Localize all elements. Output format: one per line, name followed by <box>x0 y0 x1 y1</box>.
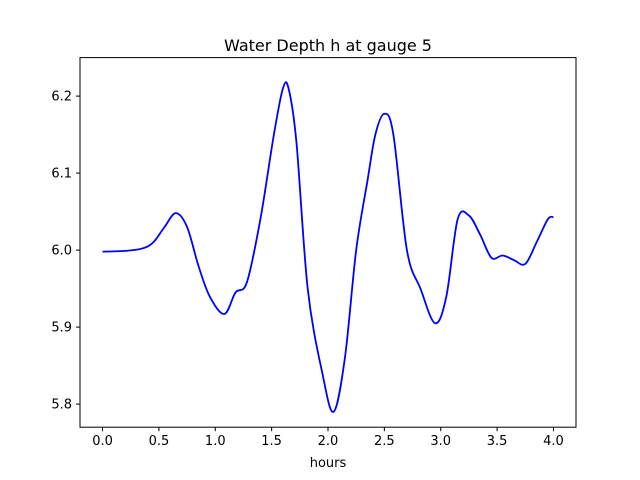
x-tick-label: 0.0 <box>92 434 113 449</box>
x-tick-label: 4.0 <box>543 434 564 449</box>
x-tick-label: 3.5 <box>487 434 508 449</box>
x-axis: 0.0 0.5 1.0 1.5 2.0 2.5 3.0 3.5 4.0 <box>92 427 564 449</box>
y-tick-label: 6.0 <box>51 244 72 259</box>
y-axis: 5.8 5.9 6.0 6.1 6.2 <box>51 90 80 413</box>
chart-title: Water Depth h at gauge 5 <box>224 36 432 55</box>
x-tick-label: 2.5 <box>374 434 395 449</box>
x-axis-label: hours <box>310 456 347 471</box>
y-tick-label: 6.1 <box>51 167 72 182</box>
x-tick-label: 1.0 <box>205 434 226 449</box>
x-tick-label: 1.5 <box>261 434 282 449</box>
series-line <box>102 81 554 413</box>
x-tick-label: 0.5 <box>149 434 170 449</box>
y-tick-label: 5.8 <box>51 398 72 413</box>
y-tick-label: 6.2 <box>51 90 72 105</box>
x-tick-label: 3.0 <box>430 434 451 449</box>
x-tick-label: 2.0 <box>318 434 339 449</box>
y-tick-label: 5.9 <box>51 321 72 336</box>
